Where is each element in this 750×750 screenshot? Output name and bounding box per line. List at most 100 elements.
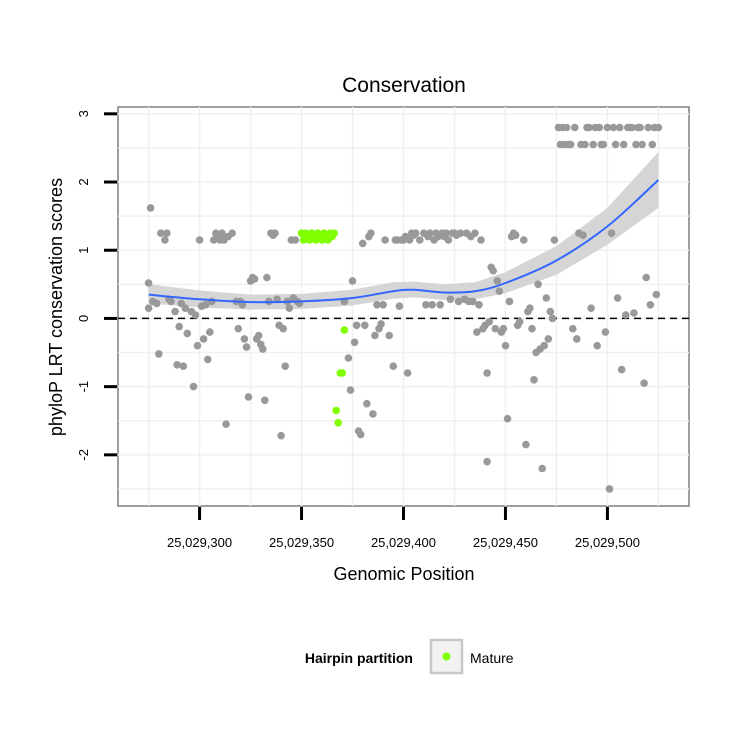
- point-other: [206, 328, 214, 336]
- point-other: [163, 229, 171, 237]
- y-axis-title: phyloP LRT conservation scores: [46, 178, 66, 436]
- point-other: [505, 297, 514, 306]
- point-other: [426, 229, 434, 237]
- point-other: [146, 204, 155, 212]
- point-other: [208, 297, 216, 306]
- plot-panel: [117, 106, 690, 507]
- point-other: [489, 266, 498, 275]
- x-tick-label: 25,029,450: [473, 535, 538, 550]
- point-other: [358, 239, 367, 248]
- point-other: [483, 457, 491, 466]
- point-other: [261, 396, 269, 405]
- point-other: [611, 140, 620, 149]
- point-other: [630, 309, 638, 317]
- point-other: [501, 341, 510, 350]
- point-other: [526, 304, 534, 313]
- y-tick-label: -2: [76, 449, 91, 461]
- point-other: [228, 229, 236, 237]
- point-other: [155, 350, 163, 358]
- point-other: [181, 304, 190, 313]
- point-other: [157, 229, 165, 237]
- legend: Hairpin partition Mature: [305, 638, 514, 675]
- point-other: [422, 301, 430, 309]
- point-other: [259, 345, 267, 353]
- point-other: [607, 229, 616, 237]
- point-other: [444, 236, 453, 244]
- point-other: [515, 318, 524, 326]
- y-tick-label: 2: [76, 178, 91, 185]
- smooth-line: [148, 179, 660, 304]
- point-other: [218, 229, 226, 237]
- point-other: [152, 299, 161, 308]
- point-other: [179, 362, 188, 371]
- point-other: [544, 335, 553, 343]
- point-other: [573, 335, 581, 343]
- point-other: [171, 307, 179, 316]
- point-other: [571, 123, 579, 132]
- point-other: [344, 354, 353, 362]
- point-other: [652, 290, 661, 299]
- point-other: [619, 140, 628, 149]
- point-other: [173, 361, 181, 369]
- legend-label-mature: Mature: [470, 650, 514, 666]
- point-other: [240, 335, 249, 343]
- y-tick-label: -1: [76, 381, 91, 393]
- point-other: [615, 123, 624, 132]
- point-other: [144, 304, 153, 313]
- point-mature: [340, 326, 349, 334]
- point-other: [242, 343, 251, 351]
- point-other: [511, 231, 520, 239]
- point-other: [595, 123, 604, 132]
- point-other: [456, 229, 465, 237]
- point-other: [381, 236, 389, 244]
- point-other: [373, 301, 381, 309]
- point-other: [369, 410, 377, 418]
- point-other: [654, 123, 663, 132]
- point-other: [442, 229, 451, 237]
- point-other: [411, 229, 420, 237]
- point-other: [534, 280, 542, 289]
- point-other: [540, 341, 548, 350]
- point-other: [352, 321, 361, 330]
- point-other: [195, 236, 204, 244]
- point-other: [585, 123, 593, 132]
- point-mature: [334, 419, 343, 427]
- point-other: [281, 362, 290, 371]
- point-other: [636, 123, 644, 132]
- point-other: [495, 287, 504, 296]
- smooth-confidence-band: [148, 152, 659, 310]
- point-other: [193, 341, 202, 350]
- point-other: [367, 229, 375, 237]
- point-other: [475, 301, 483, 309]
- y-tick-label: 3: [76, 110, 91, 117]
- confidence-band: [148, 152, 659, 310]
- point-other: [244, 393, 253, 401]
- point-other: [587, 304, 595, 313]
- point-other: [648, 140, 657, 149]
- point-other: [291, 236, 300, 244]
- point-other: [550, 236, 559, 244]
- point-other: [589, 140, 597, 149]
- point-other: [416, 236, 424, 244]
- point-other: [522, 440, 530, 449]
- point-other: [477, 236, 485, 244]
- point-other: [371, 331, 379, 340]
- point-other: [485, 318, 494, 326]
- point-other: [579, 231, 587, 239]
- point-other: [520, 236, 528, 244]
- point-mature: [338, 369, 347, 377]
- point-other: [346, 386, 355, 394]
- legend-key-mature: [442, 652, 451, 661]
- smooth-curve: [148, 179, 660, 304]
- point-other: [538, 464, 546, 473]
- x-tick-label: 25,029,500: [575, 535, 640, 550]
- x-axis-title: Genomic Position: [333, 564, 474, 584]
- point-other: [144, 279, 153, 287]
- point-other: [454, 297, 463, 306]
- point-other: [446, 295, 455, 304]
- point-other: [646, 301, 655, 309]
- point-other: [562, 123, 571, 132]
- point-other: [546, 307, 555, 316]
- point-other: [632, 140, 640, 149]
- point-other: [493, 277, 502, 285]
